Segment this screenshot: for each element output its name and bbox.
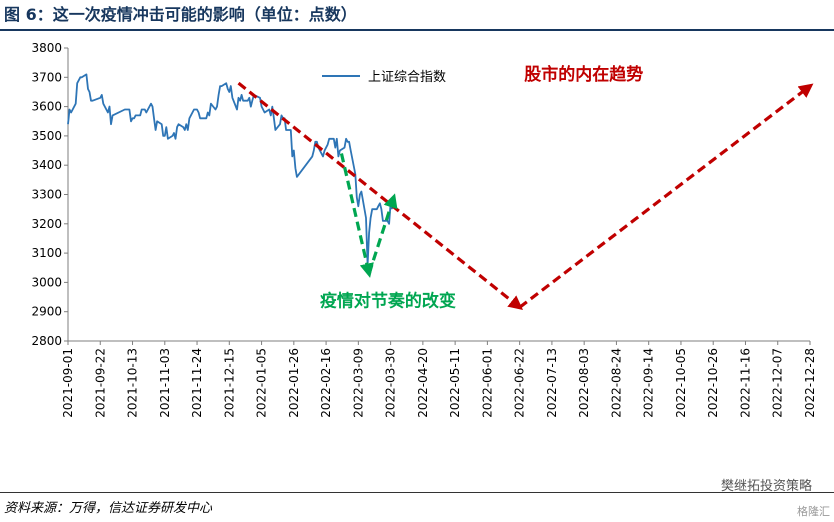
x-tick-label: 2022-03-09 <box>351 348 365 418</box>
x-tick-label: 2021-09-01 <box>61 348 75 418</box>
source-note: 资料来源：万得，信达证券研发中心 <box>4 501 213 516</box>
x-axis: 2021-09-01 2021-09-22 2021-10-13 2021-11-03… <box>61 341 817 418</box>
chart: 2800 2900 3000 3100 3200 3300 3400 3500 3600 3700… <box>31 41 817 418</box>
x-tick-label: 2022-07-13 <box>545 348 559 418</box>
y-tick-label: 3600 <box>31 100 62 114</box>
x-tick-label: 2022-10-05 <box>674 348 688 418</box>
y-tick-label: 3800 <box>31 41 62 55</box>
x-tick-label: 2022-04-20 <box>416 348 430 418</box>
x-tick-label: 2022-11-16 <box>738 348 752 418</box>
footer-divider <box>0 492 834 493</box>
watermark: 格隆汇 <box>797 505 830 518</box>
trend-annotation: 股市的内在趋势 <box>524 64 643 85</box>
y-axis: 2800 2900 3000 3100 3200 3300 3400 3500 3600 3700… <box>31 41 68 348</box>
x-tick-label: 2022-05-11 <box>448 348 462 418</box>
x-tick-label: 2021-12-15 <box>222 348 236 418</box>
x-tick-label: 2021-11-24 <box>190 348 204 418</box>
x-tick-label: 2022-12-07 <box>771 348 785 418</box>
title-divider <box>0 29 834 31</box>
trend-arrow-segment <box>518 83 814 309</box>
series-line-shanghai-composite <box>67 73 393 266</box>
figure-title: 图 6：这一次疫情冲击可能的影响（单位：点数） <box>4 5 357 24</box>
x-tick-label: 2022-09-14 <box>642 348 656 418</box>
y-tick-label: 3300 <box>31 188 62 202</box>
y-tick-label: 3700 <box>31 70 62 84</box>
y-tick-label: 2800 <box>31 334 62 348</box>
series-layer <box>67 73 393 266</box>
x-tick-label: 2021-09-22 <box>93 348 107 418</box>
y-tick-label: 3100 <box>31 246 62 260</box>
covid-arrow-segment <box>339 153 374 278</box>
legend-label: 上证综合指数 <box>368 70 446 85</box>
x-tick-label: 2021-10-13 <box>126 348 140 418</box>
x-tick-label: 2021-11-03 <box>158 348 172 418</box>
legend: 上证综合指数 <box>322 70 446 85</box>
x-tick-label: 2022-10-26 <box>706 348 720 418</box>
trend-arrow-segment <box>237 81 524 310</box>
x-tick-label: 2022-01-05 <box>255 348 269 418</box>
y-tick-label: 3000 <box>31 275 62 289</box>
y-tick-label: 2900 <box>31 305 62 319</box>
x-tick-label: 2022-06-22 <box>513 348 527 418</box>
x-tick-label: 2022-08-03 <box>577 348 591 418</box>
x-tick-label: 2022-01-26 <box>287 348 301 418</box>
y-tick-label: 3400 <box>31 158 62 172</box>
wechat-label: 樊继拓投资策略 <box>720 479 812 494</box>
x-tick-label: 2022-02-16 <box>319 348 333 418</box>
x-tick-label: 2022-06-01 <box>480 348 494 418</box>
x-tick-label: 2022-12-28 <box>803 348 817 418</box>
covid-annotation: 疫情对节奏的改变 <box>320 290 456 311</box>
x-tick-label: 2022-03-30 <box>384 348 398 418</box>
x-tick-label: 2022-08-24 <box>609 348 623 418</box>
y-tick-label: 3200 <box>31 217 62 231</box>
y-tick-label: 3500 <box>31 129 62 143</box>
